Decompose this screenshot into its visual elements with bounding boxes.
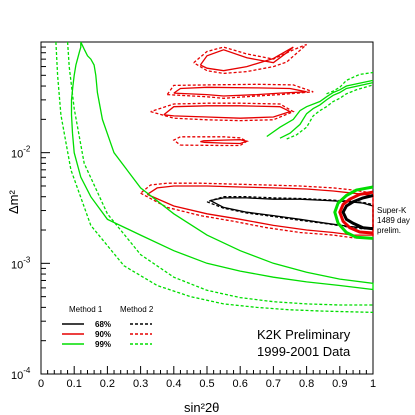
contour-99-method2	[286, 84, 374, 140]
superk-label-line-1: Super-K	[377, 206, 407, 215]
x-axis-label: sin²2θ	[184, 400, 219, 415]
x-tick-label: 0	[38, 378, 44, 390]
y-axis-label: Δm²	[6, 189, 21, 214]
superk-label-line-3: prelim.	[377, 226, 401, 235]
contour-99-method2	[326, 71, 374, 95]
superk-contour-99	[333, 185, 374, 240]
legend-level-label: 99%	[95, 340, 111, 349]
contour-90-method2	[150, 102, 295, 122]
contour-90-method1	[163, 105, 292, 119]
x-tick-label: 1	[370, 378, 376, 390]
contour-90-method2	[193, 43, 308, 75]
contour-99-method2	[55, 41, 374, 314]
superk-contour-90	[338, 190, 374, 235]
superk-contour-68	[341, 194, 374, 231]
x-tick-label: 0.5	[199, 378, 214, 390]
legend: Method 1 Method 2 68%90%99%	[62, 305, 154, 349]
y-tick-label: 10-3	[11, 255, 31, 271]
superk-contours	[333, 185, 374, 240]
contour-68-method1	[210, 197, 374, 229]
x-tick-label: 0.2	[100, 378, 115, 390]
x-tick-label: 0.3	[133, 378, 148, 390]
y-tick-label: 10-4	[11, 366, 31, 382]
contour-lines	[55, 41, 374, 314]
contour-99-method1	[279, 81, 374, 139]
contour-90-method2	[140, 182, 374, 239]
x-tick-label: 0.4	[166, 378, 181, 390]
contour-99-method2	[66, 41, 373, 306]
contour-90-method2	[166, 83, 314, 99]
x-axis: 0 0.1 0.2 0.3 0.4 0.5 0.6 0.7 0.8 0.9 1	[38, 366, 376, 390]
y-tick-label: 10-2	[11, 145, 31, 161]
legend-method1-label: Method 1	[69, 305, 103, 314]
legend-level-label: 90%	[95, 330, 111, 339]
legend-method2-label: Method 2	[120, 305, 154, 314]
annotation-line-1: K2K Preliminary	[257, 327, 351, 342]
superk-label-line-2: 1489 day	[377, 216, 410, 225]
legend-level-label: 68%	[95, 320, 111, 329]
contour-99-method1	[70, 41, 374, 291]
x-tick-label: 0.8	[299, 378, 314, 390]
x-tick-label: 0.6	[233, 378, 248, 390]
contour-90-method1	[200, 139, 250, 145]
x-tick-label: 0.7	[266, 378, 281, 390]
contour-90-method1	[173, 86, 307, 97]
x-tick-label: 0.9	[332, 378, 347, 390]
plot-frame	[40, 41, 374, 375]
contour-99-method1	[266, 79, 374, 138]
y-axis: 10-4 10-3 10-2	[11, 46, 50, 382]
legend-rows: 68%90%99%	[62, 320, 152, 349]
contour-90-method2	[172, 136, 249, 147]
annotation-line-2: 1999-2001 Data	[257, 344, 351, 359]
x-tick-label: 0.1	[67, 378, 82, 390]
contour-90-method1	[199, 46, 294, 72]
